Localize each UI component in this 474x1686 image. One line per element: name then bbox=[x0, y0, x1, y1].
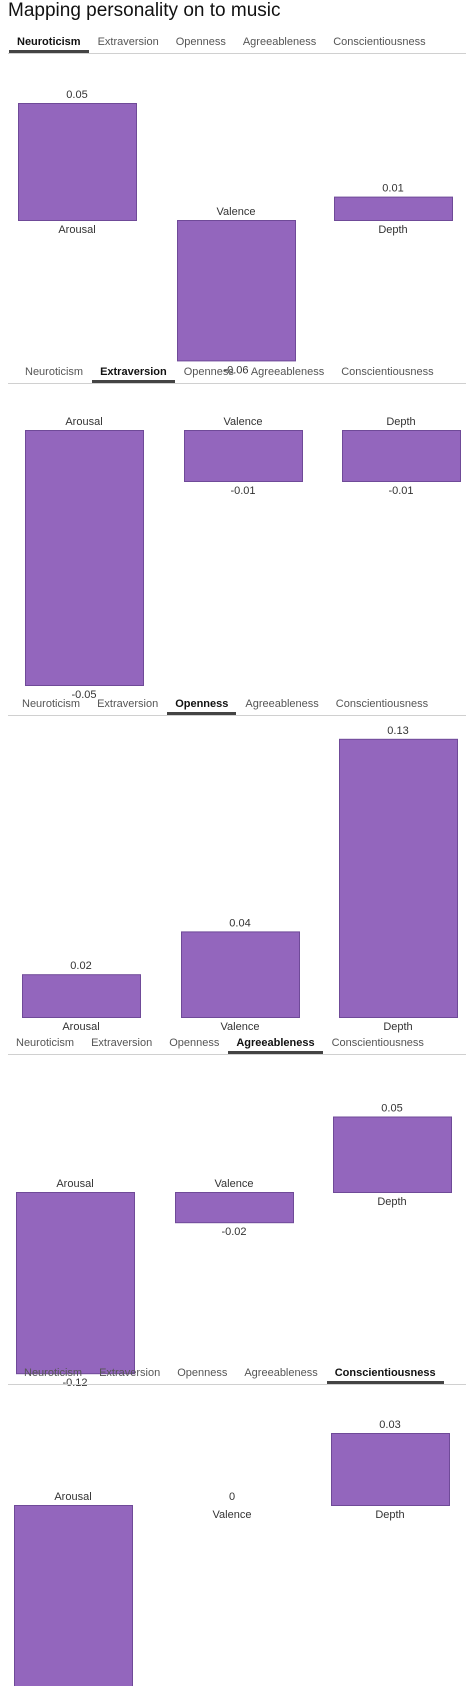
value-label-arousal: 0.02 bbox=[70, 960, 91, 972]
tab-openness[interactable]: Openness bbox=[169, 1036, 219, 1050]
tab-neuroticism[interactable]: Neuroticism bbox=[24, 1366, 82, 1380]
tab-bar-divider bbox=[8, 53, 466, 54]
category-label-valence: Valence bbox=[224, 416, 263, 428]
value-label-depth: 0.01 bbox=[382, 183, 403, 195]
value-label-depth: 0.13 bbox=[387, 725, 408, 737]
bar-depth[interactable] bbox=[334, 1117, 452, 1193]
tab-openness[interactable]: Openness bbox=[177, 1366, 227, 1380]
tab-extraversion[interactable]: Extraversion bbox=[98, 35, 159, 49]
tab-neuroticism[interactable]: Neuroticism bbox=[25, 365, 83, 379]
category-label-valence: Valence bbox=[217, 206, 256, 218]
bar-depth[interactable] bbox=[332, 1434, 450, 1506]
tab-neuroticism[interactable]: Neuroticism bbox=[17, 35, 81, 49]
value-label-depth: -0.01 bbox=[388, 485, 413, 497]
value-label-valence: 0 bbox=[229, 1491, 235, 1503]
tab-extraversion[interactable]: Extraversion bbox=[91, 1036, 152, 1050]
bar-arousal[interactable] bbox=[15, 1506, 133, 1686]
category-label-depth: Depth bbox=[377, 1196, 406, 1208]
bar-valence[interactable] bbox=[182, 932, 300, 1018]
bar-depth[interactable] bbox=[335, 197, 453, 220]
tab-conscientiousness[interactable]: Conscientiousness bbox=[333, 35, 425, 49]
bar-arousal[interactable] bbox=[19, 104, 137, 221]
tab-openness[interactable]: Openness bbox=[175, 697, 228, 711]
category-label-depth: Depth bbox=[383, 1021, 412, 1033]
value-label-depth: 0.05 bbox=[381, 1103, 402, 1115]
tab-openness[interactable]: Openness bbox=[184, 365, 234, 379]
tab-bar: Neuroticism Extraversion Openness Agreeable… bbox=[0, 35, 474, 57]
category-label-arousal: Arousal bbox=[65, 416, 102, 428]
tab-bar: Neuroticism Extraversion Openness Agreeable… bbox=[0, 1366, 474, 1388]
tab-agreeableness[interactable]: Agreeableness bbox=[236, 1036, 314, 1050]
tab-neuroticism[interactable]: Neuroticism bbox=[16, 1036, 74, 1050]
category-label-valence: Valence bbox=[221, 1021, 260, 1033]
tab-extraversion[interactable]: Extraversion bbox=[97, 697, 158, 711]
tab-agreeableness[interactable]: Agreeableness bbox=[245, 697, 318, 711]
value-label-arousal: 0.05 bbox=[66, 89, 87, 101]
category-label-arousal: Arousal bbox=[58, 224, 95, 236]
tab-conscientiousness[interactable]: Conscientiousness bbox=[335, 1366, 436, 1380]
category-label-depth: Depth bbox=[386, 416, 415, 428]
page-title: Mapping personality on to music bbox=[8, 0, 280, 22]
bar-valence[interactable] bbox=[185, 431, 303, 482]
bar-arousal[interactable] bbox=[26, 431, 144, 686]
tab-bar-divider bbox=[8, 1054, 466, 1055]
value-label-valence: -0.02 bbox=[221, 1226, 246, 1238]
value-label-depth: 0.03 bbox=[379, 1419, 400, 1431]
tab-agreeableness[interactable]: Agreeableness bbox=[244, 1366, 317, 1380]
bar-valence[interactable] bbox=[178, 221, 296, 361]
value-label-valence: 0.04 bbox=[229, 917, 250, 929]
tab-conscientiousness[interactable]: Conscientiousness bbox=[332, 1036, 424, 1050]
category-label-depth: Depth bbox=[375, 1509, 404, 1521]
bar-arousal[interactable] bbox=[23, 975, 141, 1018]
category-label-valence: Valence bbox=[213, 1509, 252, 1521]
bar-depth[interactable] bbox=[343, 431, 461, 482]
tab-extraversion[interactable]: Extraversion bbox=[99, 1366, 160, 1380]
tab-agreeableness[interactable]: Agreeableness bbox=[251, 365, 324, 379]
category-label-arousal: Arousal bbox=[56, 1178, 93, 1190]
tab-bar-divider bbox=[8, 1384, 466, 1385]
tab-agreeableness[interactable]: Agreeableness bbox=[243, 35, 316, 49]
tab-neuroticism[interactable]: Neuroticism bbox=[22, 697, 80, 711]
category-label-arousal: Arousal bbox=[54, 1491, 91, 1503]
tab-conscientiousness[interactable]: Conscientiousness bbox=[341, 365, 433, 379]
category-label-valence: Valence bbox=[215, 1178, 254, 1190]
category-label-arousal: Arousal bbox=[62, 1021, 99, 1033]
bar-depth[interactable] bbox=[340, 739, 458, 1017]
tab-bar-divider bbox=[8, 383, 466, 384]
tab-extraversion[interactable]: Extraversion bbox=[100, 365, 167, 379]
bar-arousal[interactable] bbox=[17, 1193, 135, 1374]
tab-bar: Neuroticism Extraversion Openness Agreeable… bbox=[0, 365, 474, 387]
tab-conscientiousness[interactable]: Conscientiousness bbox=[336, 697, 428, 711]
bar-valence[interactable] bbox=[176, 1193, 294, 1223]
tab-openness[interactable]: Openness bbox=[176, 35, 226, 49]
category-label-depth: Depth bbox=[378, 224, 407, 236]
value-label-valence: -0.01 bbox=[230, 485, 255, 497]
tab-bar: Neuroticism Extraversion Openness Agreeable… bbox=[0, 1036, 474, 1058]
